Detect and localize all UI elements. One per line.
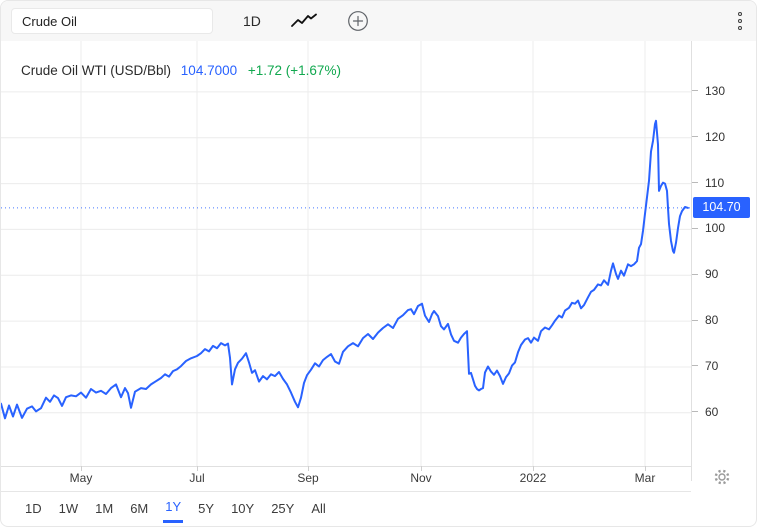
range-tab-1w[interactable]: 1W [57,499,81,523]
price-change-value: +1.72 (+1.67%) [247,63,341,78]
y-axis[interactable]: 130 120 110 100 90 80 70 60 104.70 [691,41,756,466]
y-tick-label: 70 [692,359,718,373]
kebab-dot-icon [737,18,742,24]
y-tick-label: 110 [692,176,724,190]
chart-legend: Crude Oil WTI (USD/Bbl) 104.7000 +1.72 (… [21,63,341,78]
price-line-chart[interactable] [1,41,691,466]
y-tick-label: 130 [692,84,725,98]
y-tick-mark [692,273,698,275]
x-tick-label: 2022 [519,471,547,485]
range-tab-1y[interactable]: 1Y [163,499,184,523]
y-tick-mark [692,227,698,229]
kebab-dot-icon [737,25,742,31]
x-tick-label: Sep [297,471,319,485]
range-tab-5y[interactable]: 5Y [196,499,216,523]
y-tick-mark [692,411,698,413]
y-tick-label: 90 [692,267,718,281]
menu-button[interactable] [737,11,742,31]
instrument-title: Crude Oil WTI (USD/Bbl) [21,63,172,78]
add-compare-button[interactable] [347,10,369,32]
range-tabs-list: 1D 1W 1M 6M 1Y 5Y 10Y 25Y All [1,491,756,523]
x-tick-mark [197,466,198,471]
interval-button[interactable]: 1D [243,13,261,29]
kebab-dot-icon [737,11,742,17]
series-line[interactable] [1,119,689,420]
settings-button[interactable] [713,468,731,486]
range-tab-6m[interactable]: 6M [128,499,150,523]
y-tick-label: 60 [692,405,718,419]
x-tick-mark [421,466,422,471]
toolbar: 1D [1,1,756,41]
range-tab-1d[interactable]: 1D [23,499,44,523]
range-tab-25y[interactable]: 25Y [269,499,296,523]
x-tick-label: May [69,471,93,485]
y-tick-label: 100 [692,221,725,235]
x-tick-mark [81,466,82,471]
y-tick-label: 80 [692,313,718,327]
axis-corner-divider [691,466,692,481]
y-tick-mark [692,136,698,138]
range-tab-all[interactable]: All [309,499,327,523]
current-price-badge: 104.70 [693,196,750,218]
y-tick-label: 120 [692,130,725,144]
range-tab-10y[interactable]: 10Y [229,499,256,523]
last-price-value: 104.7000 [180,63,238,78]
range-tabs: 1D 1W 1M 6M 1Y 5Y 10Y 25Y All [1,491,756,526]
x-axis-line [1,466,691,467]
y-tick-mark [692,319,698,321]
y-tick-mark [692,182,698,184]
chart-type-button[interactable] [291,13,317,29]
chart-area: Crude Oil WTI (USD/Bbl) 104.7000 +1.72 (… [1,41,756,466]
y-tick-mark [692,365,698,367]
plus-circle-icon [348,11,368,31]
x-tick-mark [533,466,534,471]
symbol-search-input[interactable] [11,8,213,34]
x-tick-mark [645,466,646,471]
line-chart-icon [291,13,317,27]
gear-icon [714,469,730,485]
y-tick-mark [692,90,698,92]
x-axis[interactable]: May Jul Sep Nov 2022 Mar [1,466,756,491]
tabs-top-border [1,491,691,492]
range-tab-1m[interactable]: 1M [93,499,115,523]
x-tick-label: Mar [634,471,656,485]
x-tick-label: Nov [410,471,432,485]
x-tick-mark [308,466,309,471]
x-tick-label: Jul [189,471,205,485]
